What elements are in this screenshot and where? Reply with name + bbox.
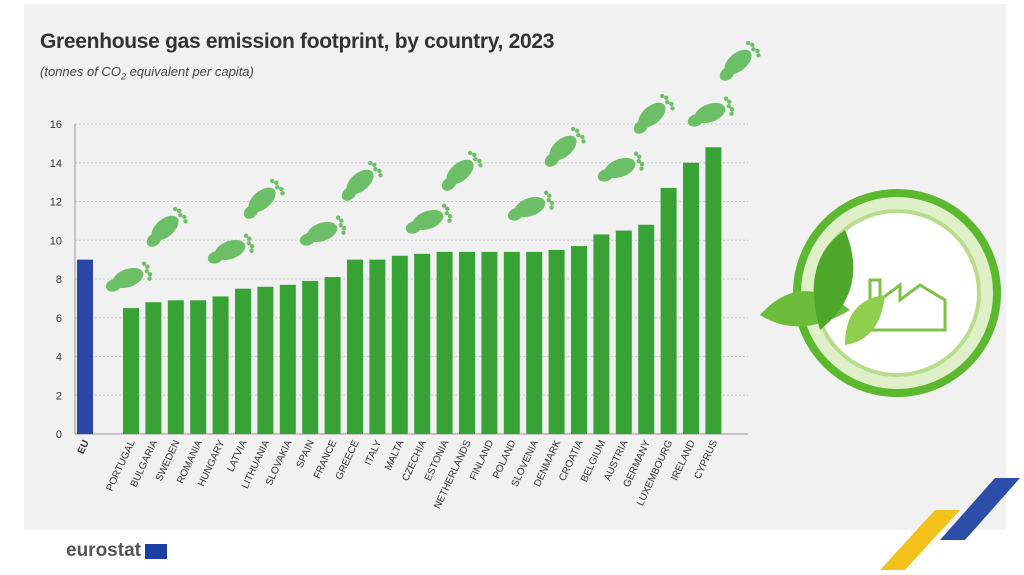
- bar-france: [324, 277, 341, 434]
- x-tick-label: ITALY: [363, 438, 384, 467]
- bar-belgium: [593, 234, 610, 434]
- eco-factory-icon: [760, 189, 1001, 397]
- bar-spain: [302, 280, 319, 434]
- bar-sweden: [167, 300, 184, 434]
- x-tick-label: LATVIA: [225, 438, 249, 474]
- x-tick-label: EU: [76, 439, 92, 456]
- y-tick-label: 10: [50, 235, 62, 247]
- bar-ireland: [683, 162, 699, 434]
- y-tick-label: 16: [50, 119, 62, 131]
- chart-subtitle: (tonnes of CO2 equivalent per capita): [40, 64, 254, 82]
- bar-finland: [481, 251, 498, 434]
- bar-poland: [503, 251, 520, 434]
- y-tick-label: 8: [56, 274, 62, 286]
- bar-romania: [190, 300, 207, 434]
- y-tick-label: 14: [50, 158, 62, 170]
- footprint-icon: [597, 151, 645, 182]
- footprint-icon: [146, 206, 188, 247]
- bar-bulgaria: [145, 302, 162, 434]
- y-tick-label: 6: [56, 313, 62, 325]
- bar-lithuania: [257, 286, 274, 434]
- bar-luxembourg: [660, 187, 677, 434]
- bar-croatia: [571, 246, 587, 434]
- bar-slovakia: [279, 284, 296, 434]
- y-tick-label: 0: [56, 429, 62, 441]
- bar-slovenia: [526, 251, 543, 434]
- decorative-stripe: [880, 510, 960, 570]
- footprint-icon: [243, 178, 285, 219]
- bar-latvia: [235, 288, 251, 434]
- bar-malta: [391, 255, 408, 434]
- eurostat-logo: eurostat: [66, 540, 167, 562]
- bar-estonia: [436, 251, 453, 434]
- decorative-stripe: [940, 478, 1020, 540]
- bar-netherlands: [459, 251, 475, 434]
- footprint-icon: [105, 261, 153, 292]
- x-tick-label: SPAIN: [295, 439, 317, 470]
- eu-flag-icon: [144, 543, 167, 559]
- footprint-icon: [441, 150, 483, 191]
- bar-hungary: [212, 296, 229, 434]
- footprint-icon: [544, 126, 586, 167]
- bar-eu: [77, 259, 93, 434]
- bar-portugal: [123, 308, 139, 434]
- y-tick-label: 12: [50, 197, 62, 209]
- footprint-icon: [341, 160, 383, 201]
- bar-italy: [369, 259, 386, 434]
- bar-denmark: [548, 249, 565, 434]
- bar-czechia: [414, 253, 431, 434]
- x-tick-label: MALTA: [383, 438, 407, 472]
- bar-greece: [347, 259, 363, 434]
- footprint-icon: [207, 233, 255, 264]
- footprint-icon: [507, 190, 555, 221]
- chart-title: Greenhouse gas emission footprint, by co…: [40, 30, 555, 53]
- footprint-icon: [299, 215, 347, 246]
- footprint-icon: [633, 93, 675, 134]
- footprint-icon: [719, 40, 761, 81]
- footprint-icon: [405, 203, 453, 234]
- y-tick-label: 4: [56, 352, 62, 364]
- y-tick-label: 2: [56, 390, 62, 402]
- bar-cyprus: [705, 147, 722, 434]
- bar-austria: [615, 230, 632, 434]
- footprint-icon: [687, 96, 735, 127]
- bar-germany: [638, 224, 655, 434]
